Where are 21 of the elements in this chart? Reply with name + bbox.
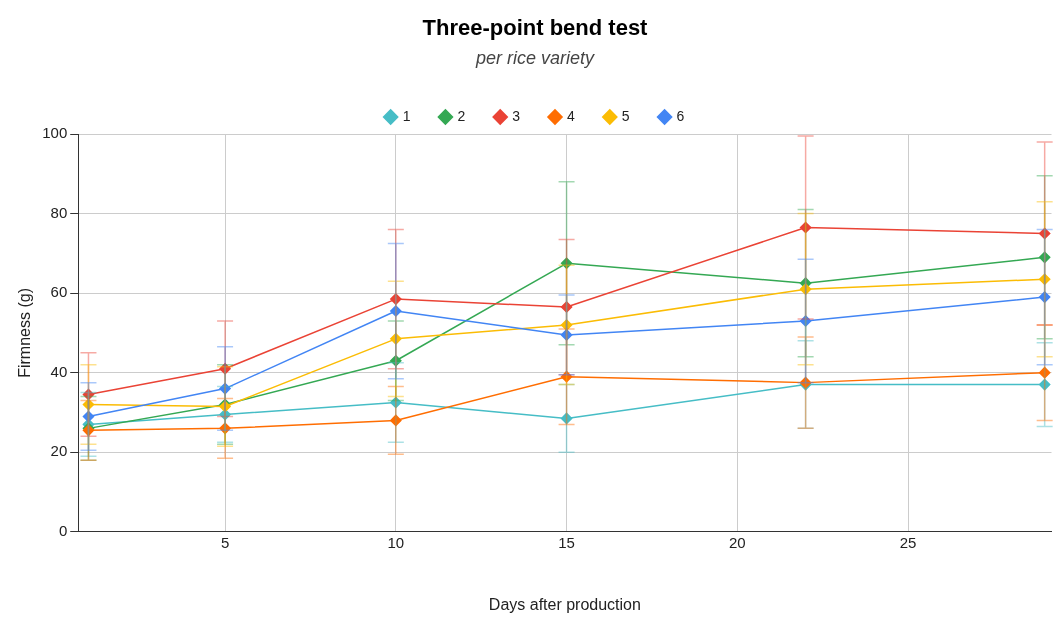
x-tick-label: 15: [558, 533, 575, 551]
x-axis-title: Days after production: [488, 595, 641, 613]
legend-label: 6: [676, 107, 685, 124]
x-tick-label: 25: [899, 533, 917, 551]
legend-label: 1: [402, 107, 411, 124]
x-tick-label: 10: [387, 533, 405, 551]
y-tick-label: 0: [58, 521, 68, 539]
x-tick-label: 5: [220, 533, 230, 551]
legend-label: 2: [457, 107, 466, 124]
y-tick-label: 20: [50, 442, 68, 460]
legend-label: 5: [621, 107, 630, 124]
x-tick-label: 20: [728, 533, 746, 551]
y-tick-label: 100: [42, 124, 68, 142]
chart-subtitle: per rice variety: [474, 48, 596, 69]
chart-title: Three-point bend test: [422, 15, 649, 41]
y-axis-title: Firmness (g): [16, 288, 34, 378]
legend-label: 3: [512, 107, 521, 124]
y-tick-label: 80: [50, 203, 68, 221]
legend-label: 4: [567, 107, 575, 124]
y-tick-label: 60: [50, 283, 68, 301]
y-tick-label: 40: [50, 362, 68, 380]
